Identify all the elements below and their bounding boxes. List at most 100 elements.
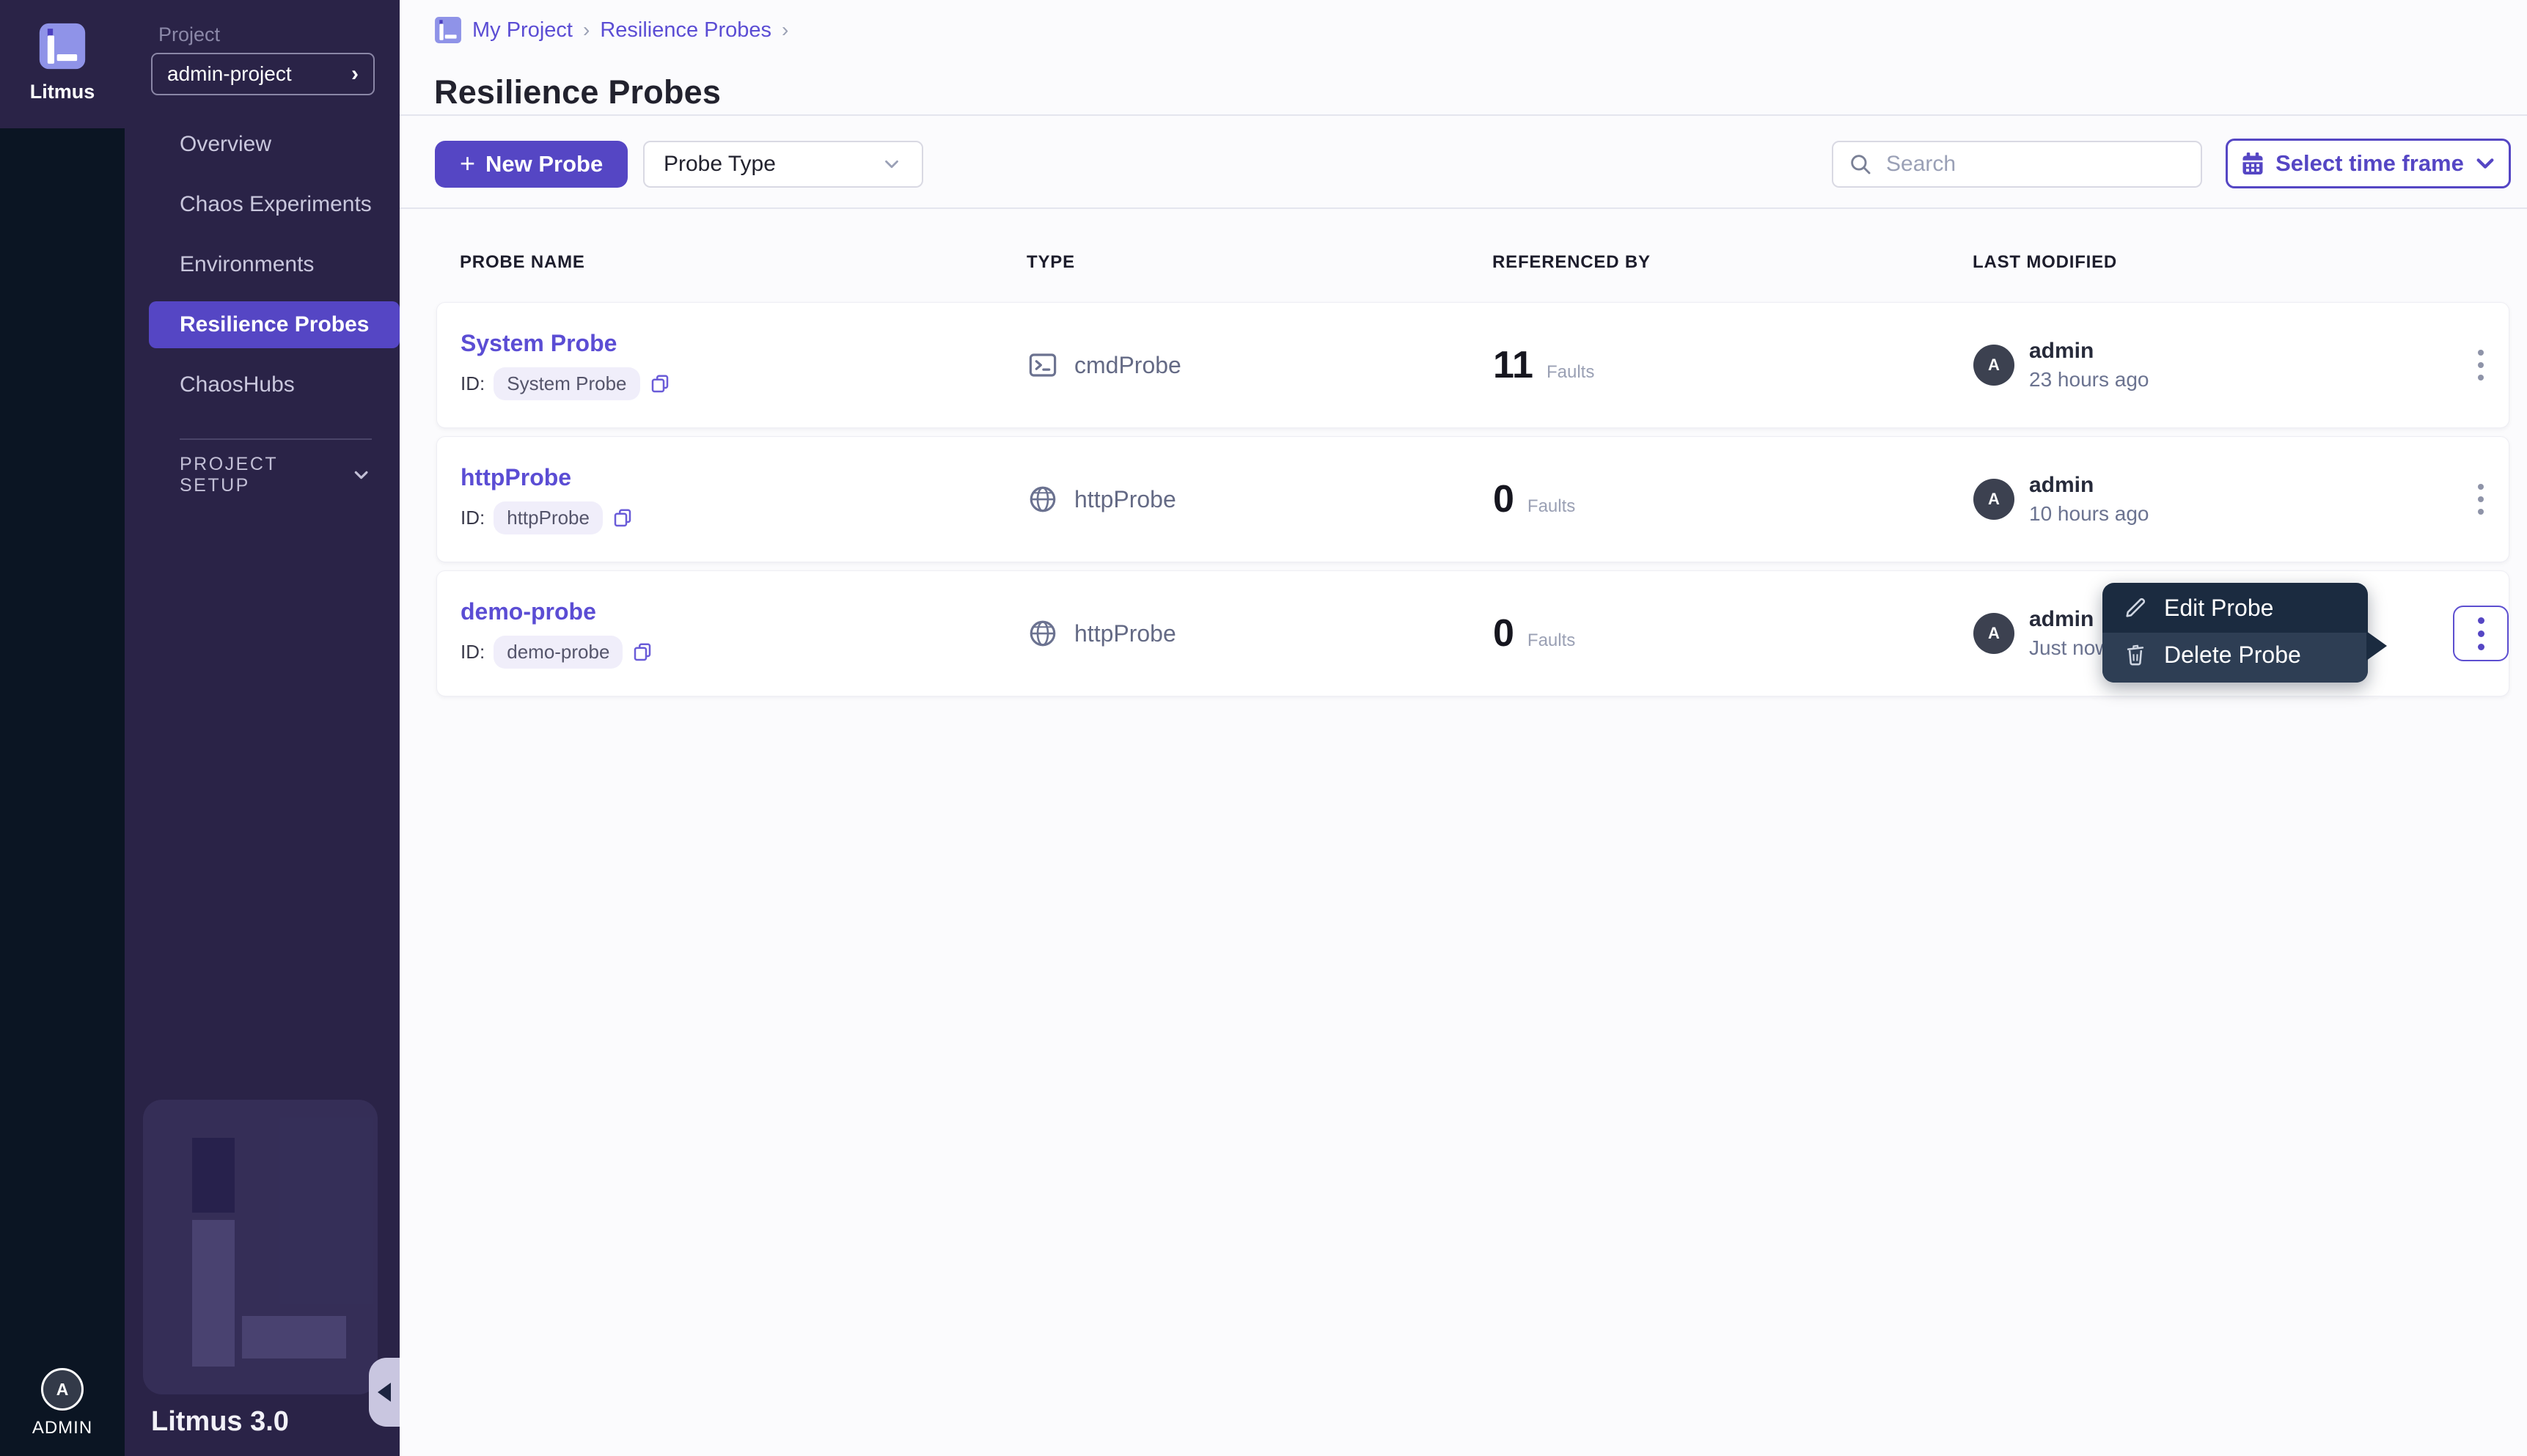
fault-count: 0 [1493, 478, 1514, 521]
probe-table: System Probe ID: System Probe cmdProbe [436, 302, 2509, 705]
probe-type-value: httpProbe [1074, 485, 1176, 512]
litmus-watermark [143, 1100, 378, 1394]
probe-type-select[interactable]: Probe Type [643, 141, 923, 188]
toolbar-divider [400, 207, 2527, 209]
rail-user-section: A ADMIN [0, 1368, 125, 1438]
modified-time: 23 hours ago [2029, 368, 2149, 391]
sidebar-item-overview[interactable]: Overview [180, 132, 272, 156]
litmus-logo-block[interactable]: Litmus [0, 0, 125, 128]
page-title: Resilience Probes [434, 73, 722, 111]
user-avatar: A [1973, 479, 2014, 520]
project-setup-label: PROJECT SETUP [180, 454, 278, 496]
sidebar-item-environments[interactable]: Environments [180, 252, 315, 276]
plus-icon: + [460, 147, 476, 178]
project-setup-toggle[interactable]: PROJECT SETUP [180, 454, 372, 496]
terminal-icon [1029, 353, 1057, 377]
probe-id-chip: demo-probe [494, 636, 623, 669]
breadcrumb-resilience-probes[interactable]: Resilience Probes [600, 18, 772, 42]
kebab-icon [2478, 350, 2484, 380]
user-avatar: A [1973, 613, 2014, 654]
breadcrumb-separator: › [582, 18, 590, 41]
row-menu-button[interactable] [2453, 606, 2509, 661]
trash-icon [2127, 644, 2144, 666]
modified-by-user: admin [2029, 339, 2094, 363]
col-header-probe-name: PROBE NAME [460, 252, 585, 272]
sidebar-collapse-button[interactable] [369, 1358, 400, 1427]
sidebar-divider [180, 438, 372, 440]
new-probe-label: New Probe [485, 151, 604, 177]
probe-type-value: httpProbe [1074, 619, 1176, 647]
litmus-logo-label: Litmus [29, 81, 95, 103]
id-prefix: ID: [461, 507, 485, 529]
menu-item-delete-probe[interactable]: Delete Probe [2102, 633, 2368, 683]
table-row: System Probe ID: System Probe cmdProbe [436, 302, 2509, 428]
probe-name-link[interactable]: httpProbe [461, 464, 572, 490]
project-label: Project [158, 23, 221, 45]
kebab-icon [2478, 484, 2484, 515]
project-selector[interactable]: admin-project › [151, 53, 375, 95]
calendar-icon [2242, 152, 2263, 174]
select-time-frame-button[interactable]: Select time frame [2226, 139, 2511, 188]
main-content: My Project › Resilience Probes › Resilie… [400, 0, 2527, 1456]
litmus-logo-icon [39, 23, 86, 70]
sidebar-item-resilience-probes[interactable]: Resilience Probes [125, 295, 400, 355]
globe-icon [1030, 620, 1056, 647]
globe-icon [1030, 486, 1056, 512]
row-menu-button[interactable] [2457, 342, 2504, 389]
copy-icon[interactable] [631, 641, 653, 663]
chevron-down-icon [2476, 158, 2494, 169]
breadcrumb: My Project › Resilience Probes › [434, 16, 788, 44]
modified-by-user: admin [2029, 473, 2094, 497]
pencil-icon [2126, 598, 2146, 617]
modified-time: Just now [2029, 636, 2110, 659]
search-container [1832, 141, 2202, 188]
admin-label: ADMIN [32, 1418, 93, 1438]
fault-label: Faults [1527, 496, 1576, 516]
table-row: demo-probe ID: demo-probe http [436, 570, 2509, 696]
admin-avatar[interactable]: A [41, 1368, 84, 1411]
modified-time: 10 hours ago [2029, 502, 2149, 525]
menu-pointer [2366, 631, 2387, 661]
row-menu-button[interactable] [2457, 476, 2504, 523]
col-header-last-modified: LAST MODIFIED [1973, 252, 2118, 272]
probe-name-link[interactable]: demo-probe [461, 598, 596, 625]
sidebar: Project admin-project › Overview Chaos E… [125, 0, 400, 1456]
table-row: httpProbe ID: httpProbe httpPr [436, 436, 2509, 562]
probe-type-value: cmdProbe [1074, 351, 1181, 378]
col-header-referenced-by: REFERENCED BY [1492, 252, 1651, 272]
row-context-menu: Edit Probe Delete Probe [2102, 583, 2387, 683]
chevron-down-icon [885, 160, 898, 169]
breadcrumb-separator: › [782, 18, 789, 41]
collapse-arrow-icon [378, 1383, 391, 1402]
sidebar-item-chaoshubs[interactable]: ChaosHubs [180, 372, 295, 397]
probe-type-label: Probe Type [664, 152, 776, 176]
fault-label: Faults [1546, 362, 1595, 382]
fault-count: 0 [1493, 612, 1514, 655]
id-prefix: ID: [461, 372, 485, 394]
search-input[interactable] [1885, 151, 2186, 177]
sidebar-nav: Overview Chaos Experiments Environments … [125, 114, 400, 415]
select-time-frame-label: Select time frame [2275, 150, 2464, 176]
project-selector-value: admin-project [167, 62, 292, 85]
id-prefix: ID: [461, 641, 485, 663]
left-rail: Litmus A ADMIN [0, 0, 125, 1456]
table-header-row: PROBE NAME TYPE REFERENCED BY LAST MODIF… [436, 252, 2509, 273]
user-avatar: A [1973, 345, 2014, 386]
chevron-down-icon [354, 471, 368, 479]
search-icon [1851, 155, 1871, 174]
probe-id-chip: System Probe [494, 367, 640, 400]
breadcrumb-my-project[interactable]: My Project [472, 18, 573, 42]
chevron-right-icon: › [351, 62, 359, 86]
copy-icon[interactable] [649, 373, 671, 395]
sidebar-item-chaos-experiments[interactable]: Chaos Experiments [180, 192, 372, 216]
probe-name-link[interactable]: System Probe [461, 330, 617, 356]
probe-id-chip: httpProbe [494, 501, 603, 534]
kebab-icon [2477, 617, 2484, 650]
header-divider [400, 114, 2527, 116]
copy-icon[interactable] [612, 507, 634, 529]
version-label: Litmus 3.0 [151, 1406, 289, 1437]
col-header-type: TYPE [1027, 252, 1075, 272]
fault-count: 11 [1493, 344, 1533, 386]
new-probe-button[interactable]: + New Probe [435, 141, 628, 188]
menu-item-edit-probe[interactable]: Edit Probe [2102, 583, 2368, 633]
